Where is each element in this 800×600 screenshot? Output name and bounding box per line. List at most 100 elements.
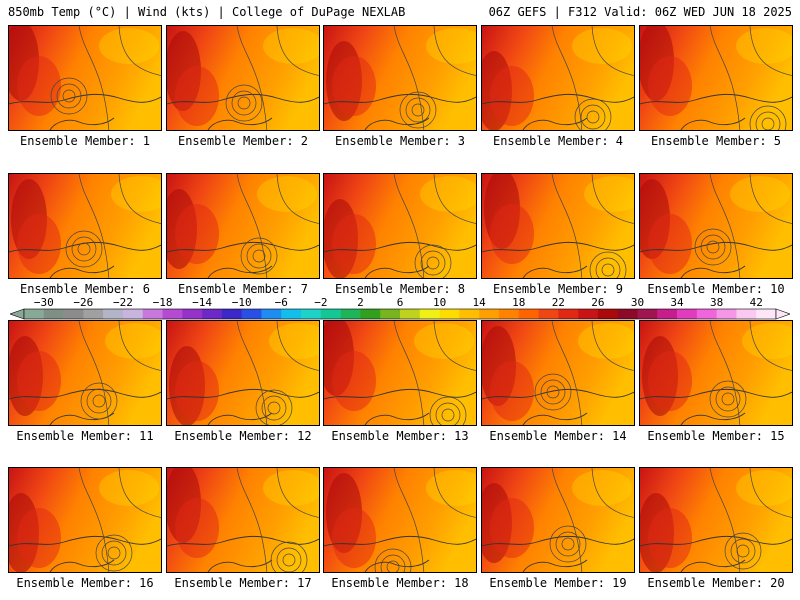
- ensemble-member-map: [639, 467, 793, 573]
- ensemble-member-label: Ensemble Member: 4: [492, 134, 624, 148]
- colorbar-tick-label: 2: [357, 296, 364, 309]
- colorbar-swatch: [578, 309, 599, 319]
- colorbar-low-arrow: [10, 308, 25, 320]
- colorbar-swatch: [696, 309, 717, 319]
- colorbar-swatch: [162, 309, 183, 319]
- colorbar-tick-label: 42: [749, 296, 763, 309]
- colorbar-tick-label: 38: [710, 296, 724, 309]
- colorbar-swatch: [63, 309, 84, 319]
- ensemble-member-map: [639, 320, 793, 426]
- ensemble-member-map: [8, 25, 162, 131]
- colorbar-tick-label: 26: [591, 296, 605, 309]
- colorbar-tick-label: 18: [512, 296, 526, 309]
- colorbar-tick-label: −18: [152, 296, 173, 309]
- colorbar: [10, 308, 790, 320]
- colorbar-swatch: [459, 309, 480, 319]
- colorbar-tick-label: 6: [396, 296, 404, 309]
- colorbar-swatch: [320, 309, 341, 319]
- colorbar-tick-labels: −30 −26 −22 −18 −14 −10 −6 −2 2 6 10 14 18 22 26 30 34 38…: [0, 296, 800, 309]
- ensemble-member-label: Ensemble Member: 12: [174, 429, 312, 443]
- ensemble-member-label: Ensemble Member: 11: [16, 429, 154, 443]
- colorbar-swatch: [202, 309, 223, 319]
- ensemble-member-map: [481, 320, 635, 426]
- colorbar-swatch: [518, 309, 539, 319]
- colorbar-swatch: [221, 309, 242, 319]
- ensemble-member-map: [8, 320, 162, 426]
- colorbar-swatch: [617, 309, 638, 319]
- ensemble-member-map: [166, 467, 320, 573]
- ensemble-member-label: Ensemble Member: 9: [492, 282, 624, 296]
- colorbar-swatch: [677, 309, 698, 319]
- ensemble-member-label: Ensemble Member: 17: [174, 576, 312, 590]
- valid-time: 06Z GEFS | F312 Valid: 06Z WED JUN 18 20…: [488, 5, 792, 19]
- ensemble-member-label: Ensemble Member: 5: [650, 134, 782, 148]
- ensemble-member-label: Ensemble Member: 8: [334, 282, 466, 296]
- ensemble-member-label: Ensemble Member: 6: [19, 282, 151, 296]
- colorbar-swatch: [637, 309, 658, 319]
- colorbar-swatch: [281, 309, 302, 319]
- ensemble-member-label: Ensemble Member: 16: [16, 576, 154, 590]
- ensemble-member-label: Ensemble Member: 20: [647, 576, 785, 590]
- ensemble-member-label: Ensemble Member: 13: [331, 429, 469, 443]
- colorbar-swatch: [83, 309, 104, 319]
- ensemble-member-label: Ensemble Member: 7: [177, 282, 309, 296]
- colorbar-swatch: [400, 309, 421, 319]
- colorbar-tick-label: 22: [551, 296, 565, 309]
- ensemble-member-map: [166, 25, 320, 131]
- ensemble-member-map: [323, 467, 477, 573]
- colorbar-swatch: [380, 309, 401, 319]
- colorbar-swatch: [360, 309, 381, 319]
- colorbar-high-arrow: [775, 308, 790, 320]
- chart-title: 850mb Temp (°C) | Wind (kts) | College o…: [8, 5, 406, 19]
- ensemble-member-map: [323, 25, 477, 131]
- colorbar-tick-label: 14: [472, 296, 486, 309]
- ensemble-member-label: Ensemble Member: 1: [19, 134, 151, 148]
- ensemble-member-label: Ensemble Member: 14: [489, 429, 627, 443]
- colorbar-swatch: [498, 309, 520, 319]
- colorbar-tick-label: −26: [73, 296, 94, 309]
- ensemble-member-map: [481, 25, 635, 131]
- ensemble-member-label: Ensemble Member: 10: [647, 282, 785, 296]
- colorbar-swatch: [182, 309, 203, 319]
- colorbar-swatch: [241, 309, 262, 319]
- ensemble-member-map: [8, 173, 162, 279]
- ensemble-member-label: Ensemble Member: 15: [647, 429, 785, 443]
- colorbar-swatch: [479, 309, 500, 319]
- colorbar-tick-label: 10: [432, 296, 447, 309]
- colorbar-swatch: [657, 309, 678, 319]
- colorbar-swatch: [340, 309, 361, 319]
- colorbar-swatch: [558, 309, 579, 319]
- ensemble-member-label: Ensemble Member: 2: [177, 134, 309, 148]
- colorbar-tick-label: 30: [630, 296, 645, 309]
- ensemble-member-map: [323, 173, 477, 279]
- colorbar-tick-label: 34: [670, 296, 684, 309]
- ensemble-member-map: [166, 320, 320, 426]
- ensemble-member-label: Ensemble Member: 19: [489, 576, 627, 590]
- colorbar-tick-label: −22: [113, 296, 133, 309]
- ensemble-member-map: [481, 467, 635, 573]
- ensemble-member-map: [639, 25, 793, 131]
- colorbar-tick-label: −14: [192, 296, 213, 309]
- colorbar-swatch: [122, 309, 144, 319]
- ensemble-member-map: [639, 173, 793, 279]
- ensemble-member-map: [166, 173, 320, 279]
- colorbar-swatch: [43, 309, 64, 319]
- colorbar-swatch: [261, 309, 282, 319]
- colorbar-tick-label: −6: [274, 296, 288, 309]
- colorbar-swatch: [142, 309, 163, 319]
- ensemble-member-map: [481, 173, 635, 279]
- colorbar-swatch: [736, 309, 757, 319]
- colorbar-tick-label: −30: [33, 296, 54, 309]
- ensemble-member-map: [323, 320, 477, 426]
- colorbar-tick-label: −10: [231, 296, 252, 309]
- colorbar-tick-label: −2: [314, 296, 328, 309]
- colorbar-swatch: [756, 309, 777, 319]
- ensemble-member-map: [8, 467, 162, 573]
- colorbar-swatch: [419, 309, 440, 319]
- colorbar-swatch: [538, 309, 559, 319]
- colorbar-swatch: [103, 309, 124, 319]
- colorbar-swatch: [24, 309, 45, 319]
- colorbar-swatch: [597, 309, 618, 319]
- ensemble-member-label: Ensemble Member: 3: [334, 134, 466, 148]
- colorbar-swatch: [301, 309, 322, 319]
